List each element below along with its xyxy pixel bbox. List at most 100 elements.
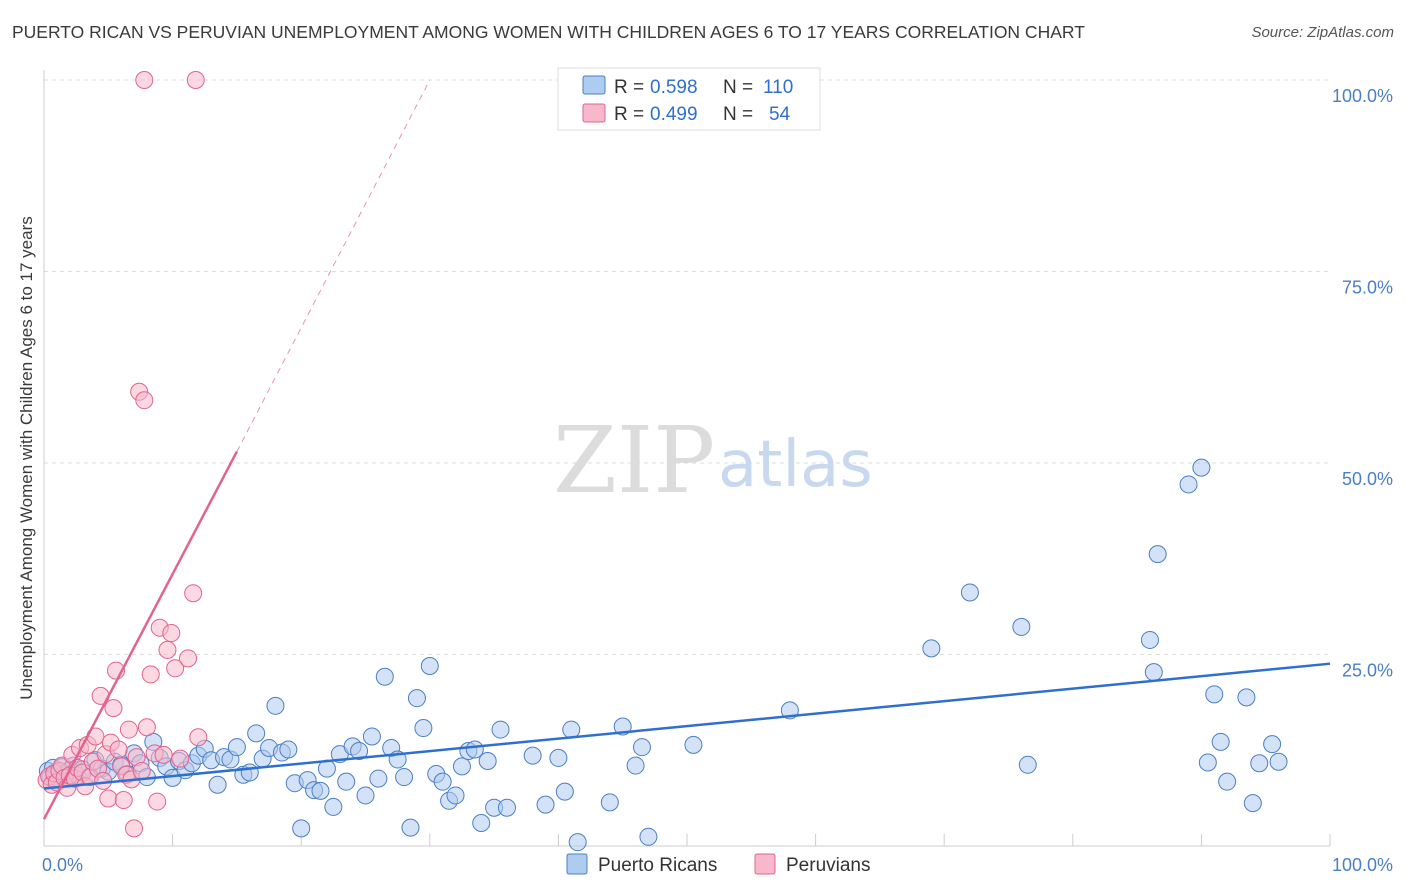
x-tick-labels: 0.0% 100.0% bbox=[42, 855, 1393, 875]
point-peruvians-28 bbox=[109, 740, 128, 759]
point-puerto-ricans-59 bbox=[375, 667, 394, 686]
stats-legend: R = 0.598 N = 110 R = 0.499 N = 54 bbox=[557, 67, 821, 131]
point-puerto-ricans-39 bbox=[247, 724, 266, 743]
point-peruvians-53 bbox=[186, 71, 205, 89]
point-puerto-ricans-71 bbox=[452, 757, 471, 776]
point-puerto-ricans-64 bbox=[407, 689, 426, 708]
point-peruvians-30 bbox=[114, 791, 133, 810]
legend-r-label-0: R = bbox=[614, 77, 644, 98]
point-puerto-ricans-103 bbox=[1211, 732, 1230, 751]
axes bbox=[43, 70, 1330, 847]
legend-n-value-0: 110 bbox=[763, 77, 793, 98]
legend-r-value-1: 0.499 bbox=[650, 104, 698, 125]
point-peruvians-45 bbox=[158, 640, 177, 659]
y-tick-labels: 25.0% 50.0% 75.0% 100.0% bbox=[1332, 86, 1393, 681]
point-peruvians-48 bbox=[171, 749, 190, 768]
legend-swatch-puerto-ricans bbox=[582, 75, 606, 95]
point-puerto-ricans-36 bbox=[227, 738, 246, 757]
point-peruvians-52 bbox=[135, 71, 154, 89]
point-puerto-ricans-56 bbox=[356, 786, 375, 805]
point-puerto-ricans-106 bbox=[1243, 794, 1262, 813]
point-peruvians-44 bbox=[154, 745, 173, 764]
point-peruvians-46 bbox=[162, 624, 181, 643]
x-tick-label-max: 100.0% bbox=[1332, 855, 1393, 875]
watermark: ZIP atlas bbox=[553, 407, 873, 514]
point-puerto-ricans-70 bbox=[446, 786, 465, 805]
point-puerto-ricans-87 bbox=[626, 756, 645, 775]
series-peruvians-points bbox=[37, 71, 208, 838]
point-peruvians-34 bbox=[125, 819, 144, 838]
point-peruvians-49 bbox=[179, 649, 198, 668]
point-puerto-ricans-63 bbox=[401, 818, 420, 837]
point-puerto-ricans-100 bbox=[1192, 458, 1211, 477]
point-puerto-ricans-58 bbox=[369, 769, 388, 788]
point-peruvians-24 bbox=[99, 789, 118, 808]
point-peruvians-32 bbox=[119, 720, 138, 739]
point-puerto-ricans-78 bbox=[497, 798, 516, 817]
point-puerto-ricans-33 bbox=[208, 775, 227, 794]
bottom-legend-swatch-puerto-ricans bbox=[566, 853, 588, 875]
point-puerto-ricans-49 bbox=[311, 781, 330, 800]
point-puerto-ricans-46 bbox=[292, 819, 311, 838]
trend-line-puerto-ricans bbox=[43, 662, 1331, 790]
point-puerto-ricans-99 bbox=[1179, 475, 1198, 494]
point-puerto-ricans-94 bbox=[1012, 617, 1031, 636]
point-puerto-ricans-38 bbox=[240, 763, 259, 782]
point-puerto-ricans-74 bbox=[472, 814, 491, 833]
point-puerto-ricans-51 bbox=[324, 797, 343, 816]
point-puerto-ricans-42 bbox=[266, 696, 285, 715]
bottom-legend-label-puerto-ricans: Puerto Ricans bbox=[598, 855, 717, 876]
point-puerto-ricans-85 bbox=[600, 793, 619, 812]
point-puerto-ricans-101 bbox=[1198, 753, 1217, 772]
point-puerto-ricans-109 bbox=[1269, 752, 1288, 771]
point-puerto-ricans-65 bbox=[414, 719, 433, 738]
point-peruvians-40 bbox=[141, 665, 160, 684]
point-peruvians-39 bbox=[137, 718, 156, 737]
point-puerto-ricans-96 bbox=[1140, 630, 1159, 649]
watermark-atlas: atlas bbox=[718, 428, 873, 502]
point-puerto-ricans-98 bbox=[1148, 545, 1167, 564]
legend-n-label-0: N = bbox=[723, 77, 753, 98]
point-peruvians-50 bbox=[184, 584, 203, 603]
point-puerto-ricans-102 bbox=[1205, 685, 1224, 704]
point-puerto-ricans-44 bbox=[279, 740, 298, 759]
point-puerto-ricans-53 bbox=[337, 772, 356, 791]
y-tick-label-3: 100.0% bbox=[1332, 86, 1393, 106]
point-puerto-ricans-57 bbox=[362, 727, 381, 746]
y-tick-label-2: 75.0% bbox=[1342, 278, 1393, 298]
bottom-legend-swatch-peruvians bbox=[754, 853, 776, 875]
point-puerto-ricans-97 bbox=[1144, 663, 1163, 682]
y-tick-label-1: 50.0% bbox=[1342, 469, 1393, 489]
trend-line-peruvians bbox=[42, 450, 239, 820]
point-puerto-ricans-77 bbox=[491, 720, 510, 739]
legend-swatch-peruvians bbox=[582, 103, 606, 123]
point-puerto-ricans-83 bbox=[562, 720, 581, 739]
point-puerto-ricans-62 bbox=[395, 768, 414, 787]
point-puerto-ricans-79 bbox=[523, 746, 542, 765]
point-peruvians-51 bbox=[189, 728, 208, 747]
point-puerto-ricans-93 bbox=[960, 583, 979, 602]
point-puerto-ricans-66 bbox=[420, 656, 439, 675]
point-puerto-ricans-104 bbox=[1218, 772, 1237, 791]
point-peruvians-42 bbox=[148, 792, 167, 811]
y-axis-label: Unemployment Among Women with Children A… bbox=[17, 216, 36, 700]
trend-line-peruvians-extension bbox=[236, 79, 431, 452]
legend-r-label-1: R = bbox=[614, 104, 644, 125]
chart-title: PUERTO RICAN VS PERUVIAN UNEMPLOYMENT AM… bbox=[12, 22, 1085, 42]
point-puerto-ricans-95 bbox=[1018, 755, 1037, 774]
point-peruvians-38 bbox=[135, 391, 154, 410]
x-tick-label-min: 0.0% bbox=[42, 855, 83, 875]
series-legend: Puerto Ricans Peruvians bbox=[566, 853, 871, 876]
trend-lines bbox=[42, 79, 1331, 820]
point-puerto-ricans-90 bbox=[684, 735, 703, 754]
point-puerto-ricans-108 bbox=[1263, 735, 1282, 754]
point-puerto-ricans-82 bbox=[555, 782, 574, 801]
point-puerto-ricans-88 bbox=[632, 738, 651, 757]
point-puerto-ricans-89 bbox=[639, 827, 658, 846]
point-puerto-ricans-68 bbox=[433, 772, 452, 791]
point-puerto-ricans-81 bbox=[549, 748, 568, 767]
point-puerto-ricans-80 bbox=[536, 795, 555, 814]
point-peruvians-47 bbox=[166, 659, 185, 678]
bottom-legend-label-peruvians: Peruvians bbox=[786, 855, 871, 876]
